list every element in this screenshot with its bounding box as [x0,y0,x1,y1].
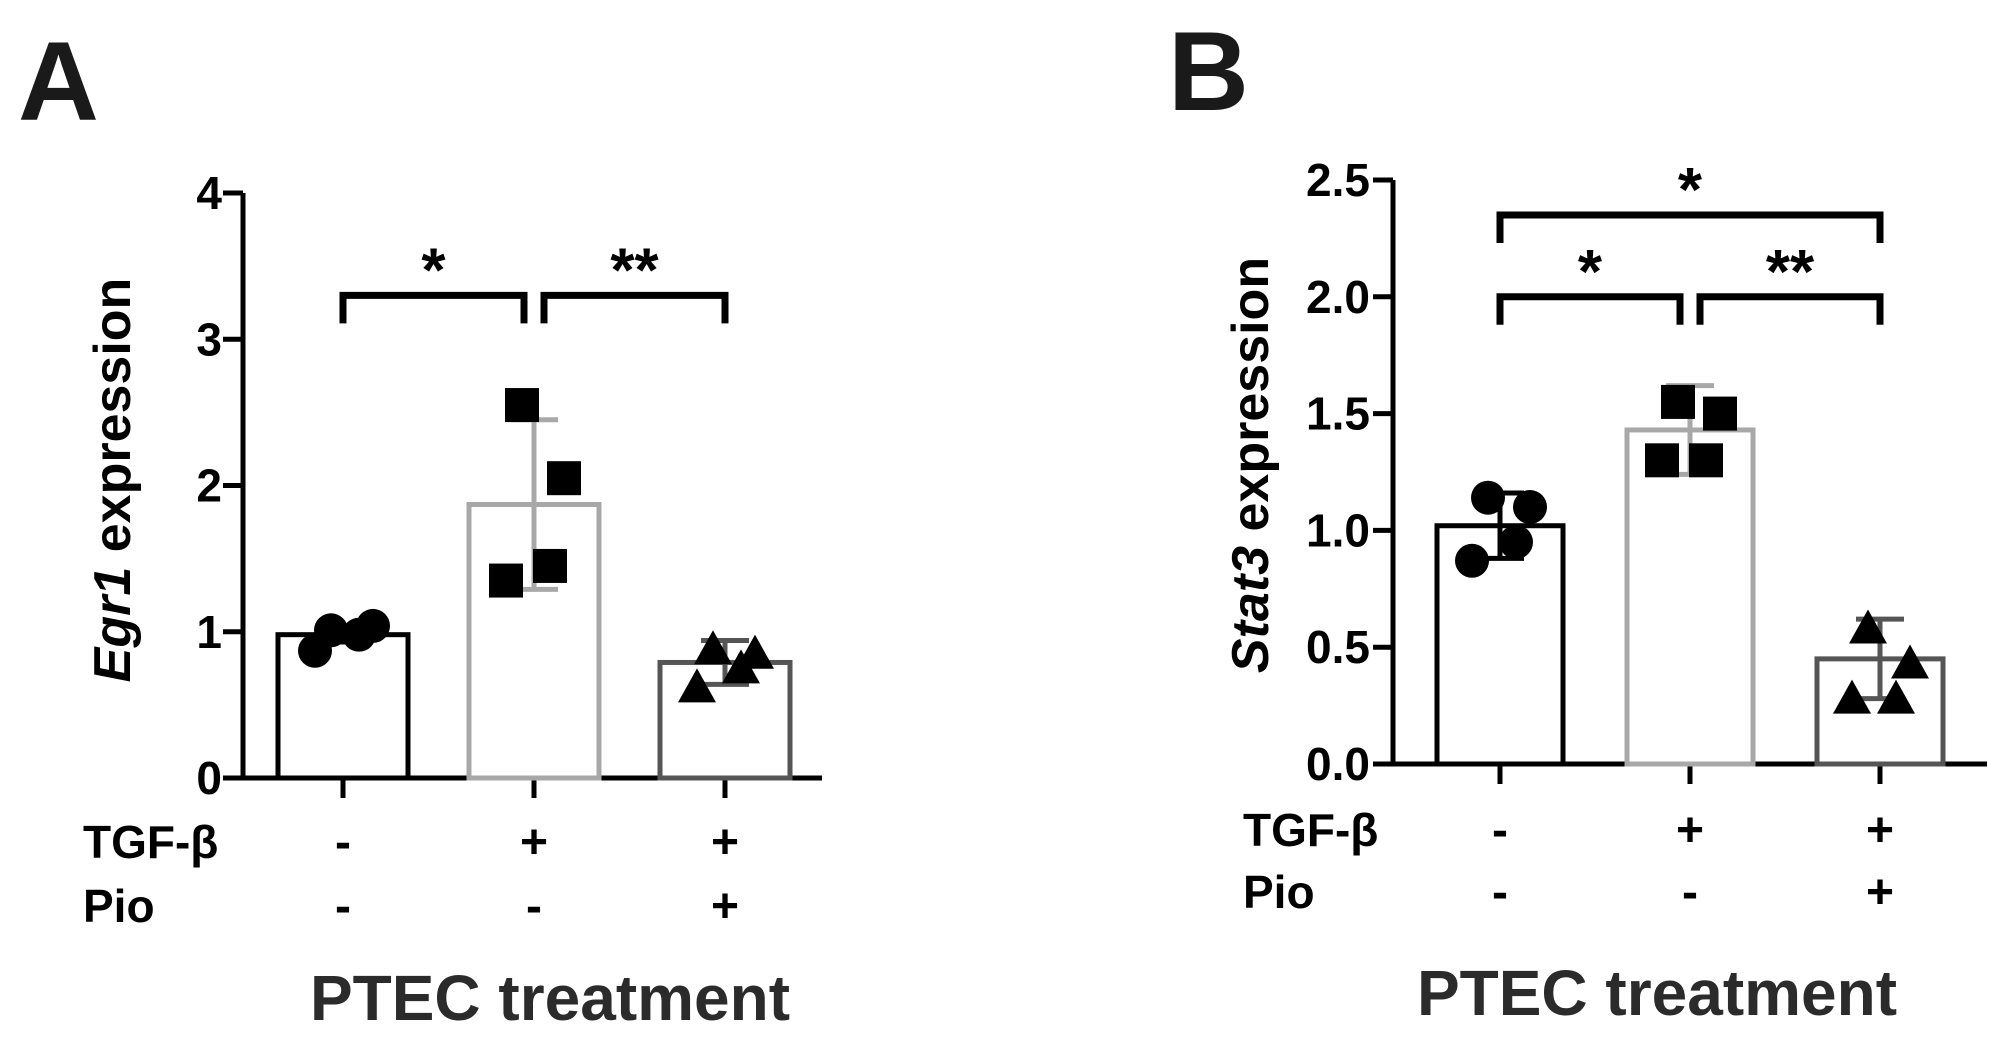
data-point [1661,384,1695,419]
y-axis-label-gene: Egr1 [84,567,142,683]
y-axis-label: Stat3 expression [1222,257,1280,673]
y-tick-label: 3 [196,313,222,365]
y-axis-label-suffix: expression [84,278,142,567]
data-point [1455,543,1489,578]
condition-name: TGF-β [83,816,218,868]
condition-sign: - [335,880,351,933]
significance-label: ** [610,236,659,305]
bar [275,632,411,781]
significance-bracket [1696,293,1884,325]
significance-bracket [1496,293,1684,325]
significance-label: * [421,236,446,305]
data-point [678,668,716,703]
y-tick-label: 2.0 [1306,271,1370,323]
significance-bracket [540,291,729,324]
data-point [1833,679,1871,714]
y-axis-label: Egr1 expression [84,278,142,683]
data-point [1513,490,1547,525]
condition-name: Pio [1243,866,1315,918]
condition-sign: + [1866,804,1894,857]
y-tick-label: 0 [196,752,222,804]
significance-label: * [1678,156,1703,225]
condition-sign: - [335,816,351,869]
condition-sign: + [711,880,739,933]
condition-name: TGF-β [1243,804,1378,856]
condition-sign: - [1682,866,1698,919]
panel-label: A [18,19,99,144]
significance-label: ** [1766,238,1815,307]
y-tick-label: 0.0 [1306,738,1370,790]
data-point [1877,679,1915,714]
condition-sign: - [526,880,542,933]
condition-sign: - [1492,866,1508,919]
condition-name: Pio [83,880,155,932]
data-point [1689,443,1723,478]
data-point [1471,480,1505,515]
condition-sign: - [1492,804,1508,857]
y-tick-label: 1.0 [1306,504,1370,556]
y-tick-label: 1 [196,606,222,658]
x-axis-title: PTEC treatment [1417,957,1897,1029]
significance-bracket [339,291,528,324]
y-axis-label-gene: Stat3 [1222,546,1280,673]
y-tick-label: 1.5 [1306,388,1370,440]
data-point [547,461,581,496]
data-point [694,630,732,665]
y-axis-label-suffix: expression [1222,257,1280,546]
data-point [533,548,567,583]
condition-sign: + [520,816,548,869]
y-tick-label: 2.5 [1306,154,1370,206]
data-point [1645,443,1679,478]
y-tick-label: 2 [196,460,222,512]
data-point [1703,396,1737,431]
y-tick-label: 0.5 [1306,621,1370,673]
data-point [314,613,348,648]
y-tick-label: 4 [196,167,222,219]
condition-sign: + [1866,866,1894,919]
panel-label: B [1168,9,1249,134]
data-point [1849,609,1887,644]
data-point [489,563,523,598]
data-point [505,388,539,423]
condition-sign: + [1676,804,1704,857]
significance-label: * [1578,238,1603,307]
data-point [1499,525,1533,560]
data-point [1891,644,1929,679]
bar [1624,427,1756,767]
condition-sign: + [711,816,739,869]
data-point [356,608,390,643]
x-axis-title: PTEC treatment [310,962,790,1034]
significance-bracket [1496,211,1884,244]
data-point [736,634,774,669]
